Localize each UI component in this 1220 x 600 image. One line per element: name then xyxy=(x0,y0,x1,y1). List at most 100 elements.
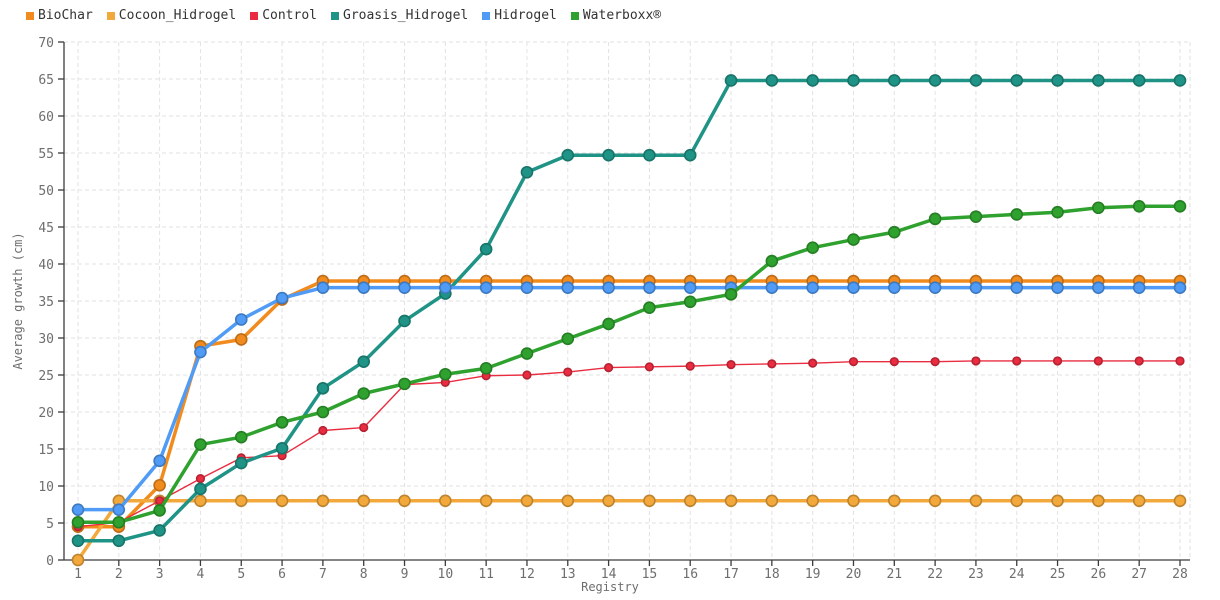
data-point-marker xyxy=(1012,356,1022,366)
data-point-marker xyxy=(153,454,166,468)
data-point-marker xyxy=(643,281,656,294)
series-line xyxy=(76,499,1182,562)
y-tick-label: 55 xyxy=(38,147,54,162)
x-tick-label: 5 xyxy=(237,567,245,582)
legend-swatch-icon xyxy=(570,11,579,20)
series-line xyxy=(76,78,1182,543)
legend-label: Control xyxy=(262,8,317,23)
data-point-marker xyxy=(194,482,207,496)
data-point-marker xyxy=(561,148,575,162)
data-point-marker xyxy=(71,515,85,529)
legend-item-biochar[interactable]: BioChar xyxy=(26,8,93,23)
data-point-marker xyxy=(520,165,534,179)
data-point-marker xyxy=(1051,281,1064,294)
x-tick-label: 18 xyxy=(764,567,780,582)
data-point-marker xyxy=(1010,494,1024,508)
legend-item-control[interactable]: Control xyxy=(250,8,317,23)
data-point-marker xyxy=(194,494,207,508)
data-point-marker xyxy=(1093,356,1103,366)
data-point-marker xyxy=(848,357,859,367)
data-point-marker xyxy=(765,281,779,294)
data-point-marker xyxy=(806,281,819,294)
data-point-marker xyxy=(643,494,656,508)
data-point-marker xyxy=(71,553,85,567)
data-point-marker xyxy=(765,254,779,268)
y-tick-label: 0 xyxy=(46,554,54,569)
legend-item-waterboxx-[interactable]: Waterboxx® xyxy=(570,8,662,23)
data-point-marker xyxy=(847,74,860,87)
x-tick-label: 26 xyxy=(1091,567,1107,582)
data-point-marker xyxy=(887,494,901,508)
data-point-marker xyxy=(724,288,738,301)
data-point-marker xyxy=(439,494,452,508)
data-point-marker xyxy=(357,494,371,508)
data-point-marker xyxy=(971,356,981,366)
x-tick-label: 11 xyxy=(478,567,494,582)
data-point-marker xyxy=(194,345,207,359)
data-point-marker xyxy=(398,281,411,294)
x-tick-label: 14 xyxy=(601,567,617,582)
data-point-marker xyxy=(847,281,860,294)
data-point-marker xyxy=(479,242,493,256)
y-tick-label: 20 xyxy=(38,406,54,421)
data-point-marker xyxy=(602,148,615,162)
x-tick-label: 21 xyxy=(886,567,902,582)
data-point-marker xyxy=(928,494,942,508)
x-tick-label: 10 xyxy=(438,567,454,582)
x-tick-label: 19 xyxy=(805,567,821,582)
x-tick-label: 12 xyxy=(519,567,535,582)
data-point-marker xyxy=(195,474,206,484)
data-point-marker xyxy=(398,377,411,391)
data-point-marker xyxy=(969,281,983,294)
data-point-marker xyxy=(724,494,738,508)
data-point-marker xyxy=(561,494,575,508)
x-axis-title: Registry xyxy=(581,580,639,594)
data-point-marker xyxy=(316,405,330,419)
data-point-marker xyxy=(234,430,248,444)
legend-item-groasis-hidrogel[interactable]: Groasis_Hidrogel xyxy=(331,8,468,23)
data-point-marker xyxy=(683,281,697,294)
data-point-marker xyxy=(930,357,940,367)
y-tick-label: 65 xyxy=(38,73,54,88)
data-point-marker xyxy=(602,494,615,508)
x-tick-label: 1 xyxy=(74,567,82,582)
data-point-marker xyxy=(1132,74,1146,87)
data-point-marker xyxy=(316,281,330,294)
x-tick-label: 27 xyxy=(1131,567,1147,582)
legend-item-hidrogel[interactable]: Hidrogel xyxy=(482,8,557,23)
data-point-marker xyxy=(357,355,371,368)
data-point-marker xyxy=(479,281,493,294)
data-point-marker xyxy=(153,504,166,517)
data-point-marker xyxy=(683,148,697,162)
data-point-marker xyxy=(726,360,736,370)
data-point-marker xyxy=(479,362,493,375)
data-point-marker xyxy=(520,494,534,508)
x-tick-label: 4 xyxy=(197,567,205,582)
legend-swatch-icon xyxy=(26,11,34,20)
data-point-marker xyxy=(357,387,371,400)
data-point-marker xyxy=(1175,356,1185,366)
y-tick-label: 30 xyxy=(38,332,54,347)
data-point-marker xyxy=(563,367,573,377)
data-point-marker xyxy=(398,494,411,508)
legend-label: Waterboxx® xyxy=(582,8,662,23)
y-tick-label: 50 xyxy=(38,184,54,199)
data-point-marker xyxy=(644,362,655,372)
legend-item-cocoon-hidrogel[interactable]: Cocoon_Hidrogel xyxy=(106,8,237,23)
data-point-marker xyxy=(398,314,411,328)
data-point-marker xyxy=(1132,281,1146,294)
legend-label: Cocoon_Hidrogel xyxy=(118,8,237,23)
y-tick-label: 10 xyxy=(38,480,54,495)
series-waterboxx- xyxy=(71,199,1187,529)
data-point-marker xyxy=(767,359,777,369)
y-tick-label: 70 xyxy=(38,36,54,51)
data-point-marker xyxy=(522,370,532,380)
data-point-marker xyxy=(357,281,371,294)
y-axis-title: Average growth (cm) xyxy=(11,232,25,370)
data-point-marker xyxy=(1173,494,1187,508)
data-point-marker xyxy=(765,494,779,508)
legend-label: BioChar xyxy=(38,8,93,23)
x-tick-label: 28 xyxy=(1172,567,1188,582)
